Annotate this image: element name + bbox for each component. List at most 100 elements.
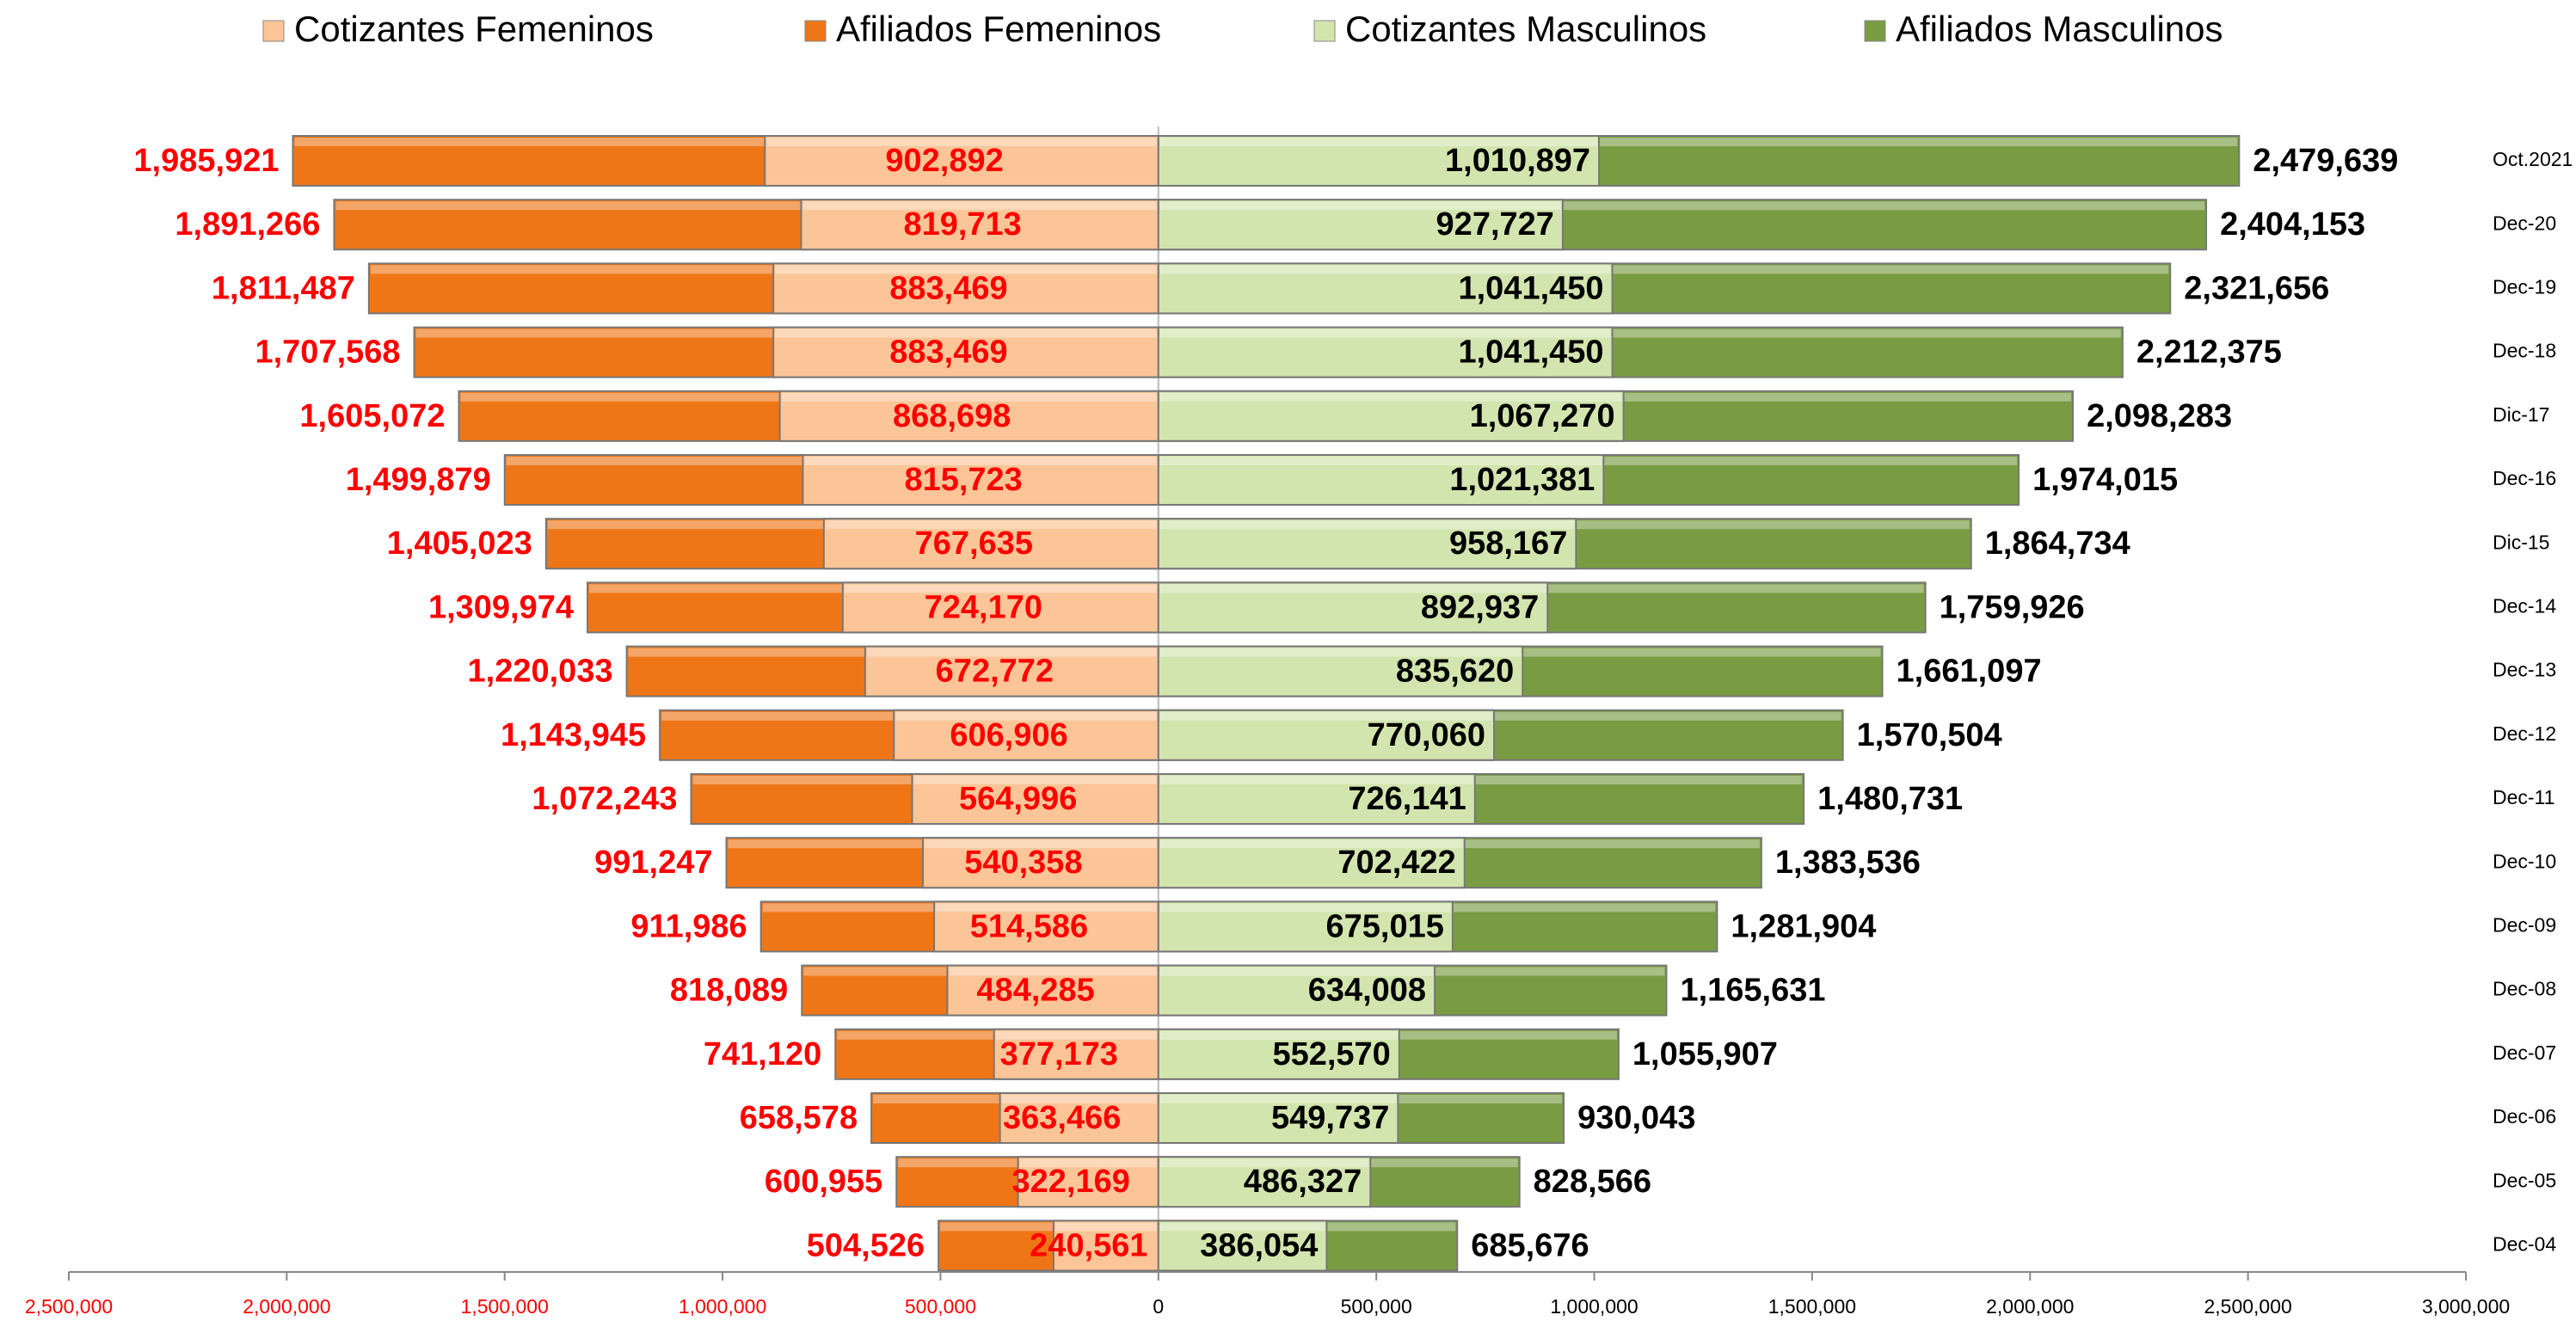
category-label: Dec-12 [2493, 722, 2556, 745]
value-label: 564,996 [959, 781, 1077, 817]
value-label: 1,021,381 [1449, 462, 1595, 498]
bar-highlight [1159, 839, 1463, 849]
category-label: Dec-13 [2493, 659, 2556, 681]
value-label: 1,165,631 [1680, 973, 1825, 1009]
value-label: 868,698 [893, 398, 1011, 434]
bar-highlight [1159, 711, 1841, 721]
x-tick-label: 0 [1153, 1295, 1164, 1318]
category-label: Dec-20 [2493, 212, 2556, 234]
category-label: Dec-10 [2493, 850, 2556, 872]
value-label: 377,173 [1000, 1036, 1118, 1072]
category-label: Dec-08 [2493, 978, 2556, 1000]
value-label: 911,986 [630, 908, 747, 944]
x-tick-label: 500,000 [1341, 1295, 1412, 1318]
bar-highlight [1159, 329, 2121, 338]
value-label: 724,170 [925, 589, 1042, 625]
bar [1157, 1156, 1372, 1208]
bar-highlight [1159, 265, 2169, 274]
x-tick-label: 2,500,000 [2204, 1295, 2291, 1318]
bar [1157, 326, 1614, 378]
value-label: 828,566 [1534, 1164, 1651, 1200]
value-label: 927,727 [1436, 206, 1554, 243]
value-label: 818,089 [670, 973, 788, 1009]
bar-highlight [825, 520, 1157, 530]
value-label: 1,143,945 [501, 717, 646, 753]
bar [1157, 262, 1614, 315]
bar-highlight [1159, 903, 1451, 912]
bar-highlight [940, 1222, 1157, 1232]
category-label: Dec-16 [2493, 467, 2556, 489]
category-label: Dec-19 [2493, 275, 2556, 298]
x-tick-label: 1,000,000 [1550, 1295, 1638, 1318]
value-label: 486,327 [1244, 1164, 1362, 1200]
bar-highlight [1159, 1158, 1369, 1168]
bar-highlight [844, 584, 1157, 593]
value-label: 1,707,568 [255, 335, 400, 371]
bar [772, 262, 1159, 315]
bar-highlight [1159, 1030, 1398, 1040]
category-label: Oct.2021 [2493, 148, 2573, 170]
bar-highlight [1159, 776, 1473, 784]
bar-highlight [1159, 967, 1434, 976]
bar [893, 709, 1159, 761]
value-label: 484,285 [976, 973, 1094, 1009]
bar [1157, 1092, 1399, 1144]
bar [864, 645, 1159, 697]
bar-highlight [1159, 138, 1598, 146]
category-label: Dec-18 [2493, 340, 2556, 362]
value-label: 930,043 [1577, 1100, 1695, 1136]
bar [778, 390, 1159, 442]
value-label: 1,891,266 [175, 206, 320, 243]
bar-highlight [1159, 1222, 1325, 1232]
value-label: 540,358 [964, 845, 1082, 881]
value-label: 1,041,450 [1458, 270, 1603, 306]
bar [1157, 900, 1454, 953]
value-label: 902,892 [885, 143, 1003, 179]
bar [1157, 964, 1436, 1017]
bar-highlight [1159, 392, 1622, 402]
bar-highlight [1159, 584, 1546, 593]
bar [1157, 454, 1605, 506]
bar-highlight [775, 265, 1157, 274]
value-label: 991,247 [594, 845, 712, 881]
value-label: 549,737 [1271, 1100, 1389, 1136]
bar-highlight [1054, 1222, 1157, 1232]
bar [800, 199, 1159, 251]
bar-highlight [913, 776, 1157, 784]
value-label: 1,281,904 [1731, 908, 1876, 944]
bar-highlight [1159, 138, 2238, 146]
value-label: 1,570,504 [1857, 717, 2002, 753]
value-label: 634,008 [1308, 973, 1426, 1009]
bar [764, 135, 1159, 187]
value-label: 1,383,536 [1775, 845, 1921, 881]
value-label: 552,570 [1272, 1036, 1390, 1072]
value-label: 1,864,734 [1985, 525, 2130, 562]
value-label: 1,605,072 [299, 398, 445, 434]
bar-highlight [370, 265, 1157, 274]
bar-highlight [804, 457, 1157, 465]
value-label: 514,586 [970, 908, 1088, 944]
value-label: 2,321,656 [2184, 270, 2329, 306]
bar [1157, 773, 1476, 825]
category-label: Dic-15 [2493, 531, 2549, 553]
bar [1157, 581, 1549, 634]
value-label: 883,469 [889, 335, 1007, 371]
bar-highlight [1159, 201, 1561, 211]
legend-label: Afiliados Masculinos [1896, 9, 2223, 49]
value-label: 322,169 [1012, 1164, 1130, 1200]
bar [1017, 1156, 1159, 1208]
value-label: 1,072,243 [532, 781, 677, 817]
x-tick-label: 1,000,000 [679, 1295, 766, 1318]
value-label: 2,212,375 [2136, 335, 2282, 371]
bar-highlight [335, 201, 1157, 211]
value-label: 1,985,921 [133, 143, 279, 179]
bar [1157, 837, 1466, 889]
value-label: 2,098,283 [2087, 398, 2232, 434]
value-label: 1,811,487 [212, 270, 355, 306]
bar-highlight [1159, 776, 1803, 784]
bar [946, 964, 1159, 1017]
x-tick-label: 1,500,000 [461, 1295, 549, 1318]
value-label: 2,404,153 [2220, 206, 2365, 243]
legend-swatch [804, 20, 827, 42]
legend-swatch [262, 20, 285, 42]
